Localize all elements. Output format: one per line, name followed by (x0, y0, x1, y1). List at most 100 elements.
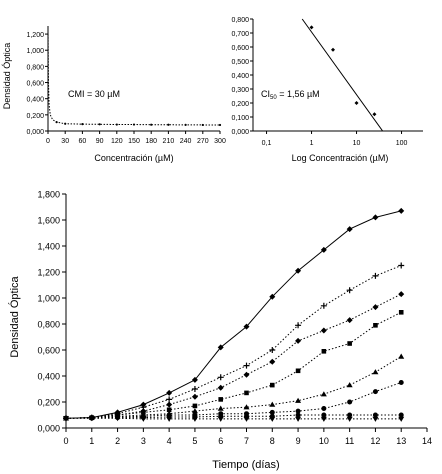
panel-growth-point-circle (321, 406, 327, 411)
panel-growth-point-plus (346, 287, 353, 294)
panel-growth-point-circle (347, 412, 353, 418)
panel-concentration-x-tick-label: 90 (96, 138, 104, 145)
panel-log-annotation-sub: 50 (270, 95, 277, 101)
panel-log-x-tick-label: 10 (353, 140, 361, 147)
panel-growth-point-diamond (346, 226, 353, 233)
panel-growth-point-diamond (346, 317, 353, 324)
panel-concentration-x-tick-label: 60 (79, 138, 87, 145)
panel-growth-point-plus (295, 322, 302, 329)
panel-growth-point-diamond (398, 291, 405, 298)
panel-concentration-x-tick-label: 270 (197, 138, 209, 145)
panel-growth-x-tick-label: 8 (270, 436, 275, 446)
panel-growth-point-triangle (243, 404, 250, 410)
panel-growth-point-circle (398, 380, 404, 385)
panel-growth-point-plus (217, 374, 224, 381)
panel-growth-point-diamond (243, 323, 250, 330)
panel-growth-y-tick-label: 0,600 (37, 346, 60, 356)
panel-log-annotation: CI50 = 1,56 µM (261, 89, 320, 101)
panel-log-x-tick-label: 0,1 (262, 140, 272, 147)
panel-growth-point-square (321, 349, 327, 354)
panel-growth-point-circle (398, 412, 404, 418)
panel-growth-point-triangle-down (63, 416, 69, 422)
panel-log-x-axis-label: Log Concentración (µM) (292, 153, 389, 163)
panel-growth-series-line (65, 382, 402, 419)
panel-concentration-x-axis-label: Concentración (µM) (94, 153, 173, 163)
panel-log-annotation-rest: = 1,56 µM (277, 89, 320, 99)
panel-growth-y-tick-label: 0,000 (37, 424, 60, 434)
panel-growth-y-tick-label: 1,800 (37, 190, 60, 200)
panel-concentration: Densidad Óptica Concentración (µM) CMI =… (2, 26, 226, 163)
panel-concentration-y-tick-label: 0,000 (26, 129, 44, 136)
panel-growth-series-line (65, 293, 402, 419)
panel-log-y-tick-label: 0,600 (231, 45, 249, 52)
panel-log-y-tick-label: 0,200 (231, 101, 249, 108)
panel-growth-point-circle (295, 408, 301, 414)
panel-growth-point-diamond (243, 371, 250, 378)
panel-concentration-x-tick-label: 300 (214, 138, 226, 145)
panel-growth-point-triangle-down (320, 416, 327, 422)
panel-growth-point-circle (295, 412, 301, 418)
panel-growth-point-square (269, 382, 275, 388)
panel-growth-point-circle (372, 389, 378, 395)
panel-growth-y-axis-label: Densidad Óptica (8, 275, 21, 357)
panel-growth-point-diamond (372, 214, 379, 221)
panel-concentration-y-tick-label: 0,200 (26, 113, 44, 120)
panel-concentration-x-tick-label: 240 (180, 138, 192, 145)
panel-growth-point-triangle-down (398, 416, 405, 422)
panel-concentration-point (98, 123, 101, 126)
panel-log-y-tick-label: 0,000 (231, 129, 249, 136)
panel-concentration-x-tick-label: 0 (46, 138, 50, 145)
panel-log-trendline (301, 18, 384, 132)
panel-growth-point-triangle-down (295, 416, 302, 422)
panel-concentration-x-tick-label: 180 (145, 138, 157, 145)
panel-growth-point-circle (321, 412, 327, 418)
panel-growth-point-triangle-down (269, 416, 276, 422)
panel-growth-x-tick-label: 4 (167, 436, 172, 446)
panel-growth-x-tick-label: 6 (218, 436, 223, 446)
panel-growth-point-circle (347, 399, 353, 405)
panel-growth-point-plus (372, 272, 379, 279)
panel-growth-point-diamond (217, 384, 224, 391)
panel-growth-point-square (192, 403, 198, 409)
panel-growth-point-diamond (217, 344, 224, 351)
panel-growth-point-triangle-down (114, 416, 121, 422)
panel-growth-point-triangle-down (243, 416, 250, 422)
panel-growth-point-square (166, 407, 172, 413)
panel-concentration-point (218, 123, 222, 127)
panel-growth-point-plus (243, 362, 250, 369)
panel-growth-point-square (218, 397, 224, 402)
panel-growth-point-triangle (320, 391, 327, 397)
panel-log-annotation-main: CI (261, 89, 270, 99)
panel-growth-x-tick-label: 12 (370, 436, 380, 446)
panel-growth-x-tick-label: 0 (63, 436, 68, 446)
panel-growth-point-triangle (398, 353, 405, 359)
panel-growth-point-diamond (191, 376, 198, 383)
panel-concentration-x-tick-label: 150 (128, 138, 140, 145)
panel-growth-point-plus (269, 347, 276, 353)
panel-growth-y-tick-label: 0,400 (37, 372, 60, 382)
panel-growth-point-triangle-down (372, 416, 379, 422)
panel-growth-point-diamond (269, 293, 276, 300)
panel-log-point (354, 101, 359, 105)
panel-log-y-tick-label: 0,300 (231, 87, 249, 94)
panel-log-x-tick-label: 100 (396, 140, 408, 147)
panel-growth-point-square (373, 323, 378, 328)
panel-growth-y-tick-label: 0,800 (37, 320, 60, 330)
panel-growth-x-tick-label: 7 (244, 436, 249, 446)
panel-growth-x-tick-label: 11 (345, 436, 354, 446)
panel-concentration-point (81, 123, 84, 126)
panel-log-x-tick-label: 1 (310, 140, 314, 147)
panel-growth-point-triangle-down (346, 416, 353, 422)
panel-concentration-point (55, 121, 58, 124)
panel-growth-point-circle (372, 412, 378, 418)
panel-growth-y-tick-label: 0,200 (37, 398, 60, 408)
panel-growth-x-tick-label: 1 (89, 436, 94, 446)
panel-growth-point-circle (269, 409, 275, 415)
panel-concentration-y-tick-label: 1,200 (26, 32, 44, 39)
panel-growth-series-line (65, 210, 402, 419)
panel-growth-point-square (244, 390, 249, 396)
panel-growth-series-line (65, 311, 402, 419)
panel-growth-point-triangle (269, 401, 276, 407)
panel-growth-x-tick-label: 10 (319, 436, 329, 446)
